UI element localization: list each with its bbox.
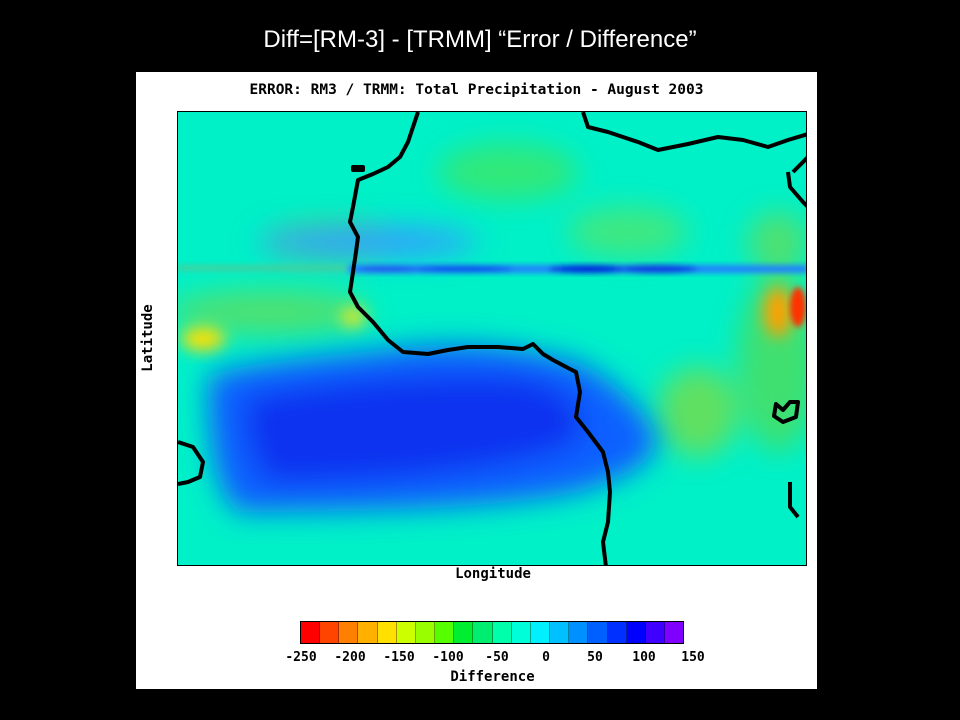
colorbar-swatch — [569, 622, 589, 643]
yellow-patches — [181, 287, 792, 351]
colorbar-swatch — [664, 622, 684, 643]
colorbar-swatch — [320, 622, 340, 643]
colorbar-swatch — [492, 622, 512, 643]
colorbar-tick-label: -200 — [334, 650, 366, 665]
colorbar-tick-label: -100 — [432, 650, 464, 665]
red-hotspot — [790, 287, 806, 327]
map-plot-area — [177, 111, 807, 566]
colorbar-swatch — [377, 622, 397, 643]
equatorial-band — [178, 265, 806, 273]
colorbar-swatch — [511, 622, 531, 643]
coastline — [178, 112, 806, 565]
colorbar-swatch — [588, 622, 608, 643]
colorbar-swatch — [530, 622, 551, 643]
colorbar-label: Difference — [450, 669, 535, 685]
difference-field — [178, 112, 806, 565]
negative-difference-region — [208, 226, 658, 512]
colorbar-swatch — [339, 622, 359, 643]
colorbar-tick-label: 0 — [542, 650, 550, 665]
colorbar-swatch — [645, 622, 665, 643]
colorbar-swatch — [435, 622, 455, 643]
map-title: ERROR: RM3 / TRMM: Total Precipitation -… — [249, 82, 704, 98]
colorbar-tick-label: 100 — [632, 650, 656, 665]
colorbar-tick-label: -50 — [485, 650, 509, 665]
map-figure: ERROR: RM3 / TRMM: Total Precipitation -… — [136, 72, 817, 689]
slide-title: Diff=[RM-3] - [TRMM] “Error / Difference… — [263, 26, 697, 53]
colorbar — [300, 621, 684, 644]
colorbar-swatch — [358, 622, 378, 643]
colorbar-swatch — [607, 622, 627, 643]
colorbar-swatch — [301, 622, 321, 643]
colorbar-tick-label: -250 — [285, 650, 317, 665]
colorbar-ticks: -250 -200 -150 -100 -50 0 50 100 150 — [285, 650, 706, 668]
colorbar-swatch — [415, 622, 436, 643]
colorbar-swatch — [473, 622, 493, 643]
colorbar-swatch — [454, 622, 474, 643]
colorbar-swatch — [550, 622, 570, 643]
y-axis-label: Latitude — [140, 304, 156, 372]
colorbar-swatch — [626, 622, 646, 643]
colorbar-swatch — [396, 622, 416, 643]
colorbar-tick-label: 50 — [587, 650, 603, 665]
colorbar-tick-label: -150 — [383, 650, 415, 665]
x-axis-label: Longitude — [455, 566, 531, 582]
colorbar-tick-label: 150 — [681, 650, 705, 665]
